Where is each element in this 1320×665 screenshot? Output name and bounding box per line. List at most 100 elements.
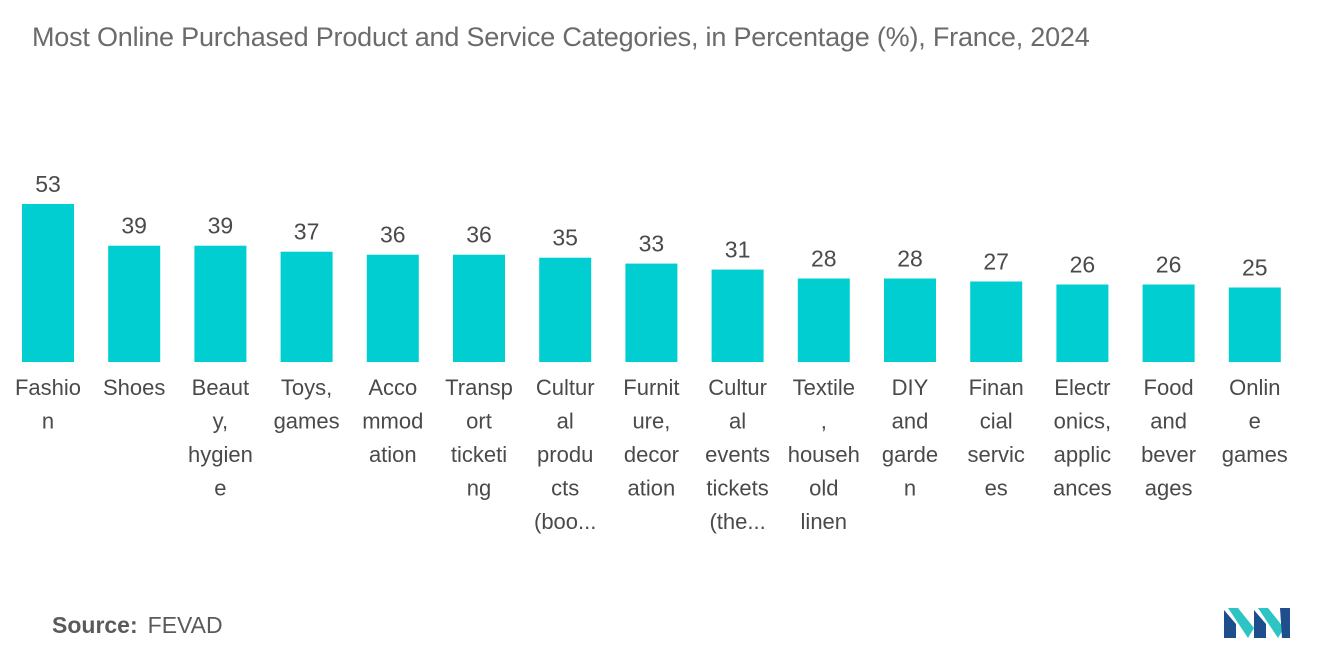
bar <box>711 269 764 362</box>
category-label-line: Cultur <box>536 375 595 400</box>
category-tick-label: Textile, househ old linen <box>788 375 860 534</box>
category-tick-label: Food and bever ages <box>1141 375 1196 501</box>
category-tick-label: Fashio n <box>15 375 81 434</box>
category-label-line: househ <box>788 442 860 467</box>
category-label-line: y, <box>213 409 228 434</box>
data-label: 28 <box>897 246 923 272</box>
bar <box>1142 284 1195 362</box>
source-value: FEVAD <box>147 612 223 638</box>
bar <box>108 245 161 362</box>
category-label-line: ticketi <box>451 442 507 467</box>
bar <box>22 204 74 362</box>
data-label: 36 <box>466 222 492 248</box>
data-label: 33 <box>639 231 665 257</box>
category-label-line: applic <box>1054 442 1111 467</box>
category-label-line: , <box>821 409 827 434</box>
data-label: 27 <box>983 249 1009 275</box>
bar <box>1228 287 1281 362</box>
category-label-line: ation <box>369 442 417 467</box>
category-label-line: tickets <box>706 476 768 501</box>
category-label-line: ure, <box>632 409 670 434</box>
category-label-line: n <box>42 409 54 434</box>
category-label-line: Beaut <box>192 375 250 400</box>
category-label-line: mmod <box>362 409 423 434</box>
category-label-line: linen <box>801 509 847 534</box>
bar <box>539 257 592 362</box>
bar <box>1056 284 1109 362</box>
category-label-line: servic <box>967 442 1024 467</box>
source-label: Source: <box>52 612 138 638</box>
bar <box>194 245 247 362</box>
category-label-line: al <box>729 409 746 434</box>
category-tick-label: Transp ort ticketi ng <box>445 375 513 501</box>
category-label-line: ort <box>466 409 492 434</box>
category-label-line: decor <box>624 442 679 467</box>
category-label-line: cial <box>980 409 1013 434</box>
bar <box>970 281 1023 362</box>
data-label: 53 <box>35 171 61 197</box>
bar <box>884 278 936 362</box>
data-label: 39 <box>208 213 234 239</box>
category-label-line: ation <box>628 476 676 501</box>
category-label-line: e <box>214 476 226 501</box>
category-tick-label: Beaut y, hygien e <box>188 375 253 501</box>
category-label-line: al <box>557 409 574 434</box>
data-label: 26 <box>1070 252 1096 278</box>
category-label-line: Transp <box>445 375 513 400</box>
data-label: 28 <box>811 246 837 272</box>
category-label-line: n <box>904 476 916 501</box>
category-label-line: Furnit <box>623 375 679 400</box>
category-tick-label: Acco mmod ation <box>362 375 423 467</box>
category-label-line: cts <box>551 476 579 501</box>
data-label: 25 <box>1242 255 1268 281</box>
category-label-line: and <box>892 409 929 434</box>
category-label-line: Onlin <box>1229 375 1280 400</box>
bar <box>280 251 333 362</box>
category-label-line: Cultur <box>708 375 767 400</box>
chart-title: Most Online Purchased Product and Servic… <box>32 22 1090 52</box>
category-tick-label: Finan cial servic es <box>967 375 1024 501</box>
bar <box>625 263 678 362</box>
category-label-line: Food <box>1144 375 1194 400</box>
category-label-line: and <box>1150 409 1187 434</box>
category-tick-label: Cultur al events tickets (the... <box>705 375 770 534</box>
category-tick-label: Shoes <box>103 375 165 400</box>
category-tick-label: Furnit ure, decor ation <box>623 375 679 501</box>
category-label-line: Electr <box>1054 375 1110 400</box>
category-label-line: Shoes <box>103 375 165 400</box>
category-label-line: old <box>809 476 838 501</box>
category-label-line: games <box>1222 442 1288 467</box>
category-tick-label: Toys, games <box>274 375 340 434</box>
bar <box>453 254 505 362</box>
category-label-line: (boo... <box>534 509 596 534</box>
data-label: 37 <box>294 219 320 245</box>
category-label-line: Toys, <box>281 375 332 400</box>
bar <box>366 254 419 362</box>
category-label-line: ages <box>1145 476 1193 501</box>
category-label-line: e <box>1249 409 1261 434</box>
data-label: 36 <box>380 222 406 248</box>
category-label-line: garde <box>882 442 938 467</box>
source-note: Source: FEVAD <box>52 612 223 639</box>
category-label-line: bever <box>1141 442 1196 467</box>
data-label: 26 <box>1156 252 1182 278</box>
category-label-line: DIY <box>892 375 929 400</box>
category-label-line: Fashio <box>15 375 81 400</box>
category-label-line: events <box>705 442 770 467</box>
category-label-line: es <box>985 476 1008 501</box>
category-label-line: ng <box>467 476 491 501</box>
data-label: 31 <box>725 237 751 263</box>
category-label-line: ances <box>1053 476 1112 501</box>
category-label-line: onics, <box>1054 409 1111 434</box>
mordor-intelligence-logo-icon <box>1224 608 1290 638</box>
data-label: 35 <box>552 225 578 251</box>
category-label-line: games <box>274 409 340 434</box>
bar <box>797 278 850 362</box>
category-tick-label: DIY and garde n <box>882 375 938 501</box>
category-label-line: Acco <box>368 375 417 400</box>
category-tick-label: Onlin e games <box>1222 375 1288 467</box>
category-label-line: produ <box>537 442 593 467</box>
category-label-line: Finan <box>969 375 1024 400</box>
category-tick-label: Cultur al produ cts (boo... <box>534 375 596 534</box>
